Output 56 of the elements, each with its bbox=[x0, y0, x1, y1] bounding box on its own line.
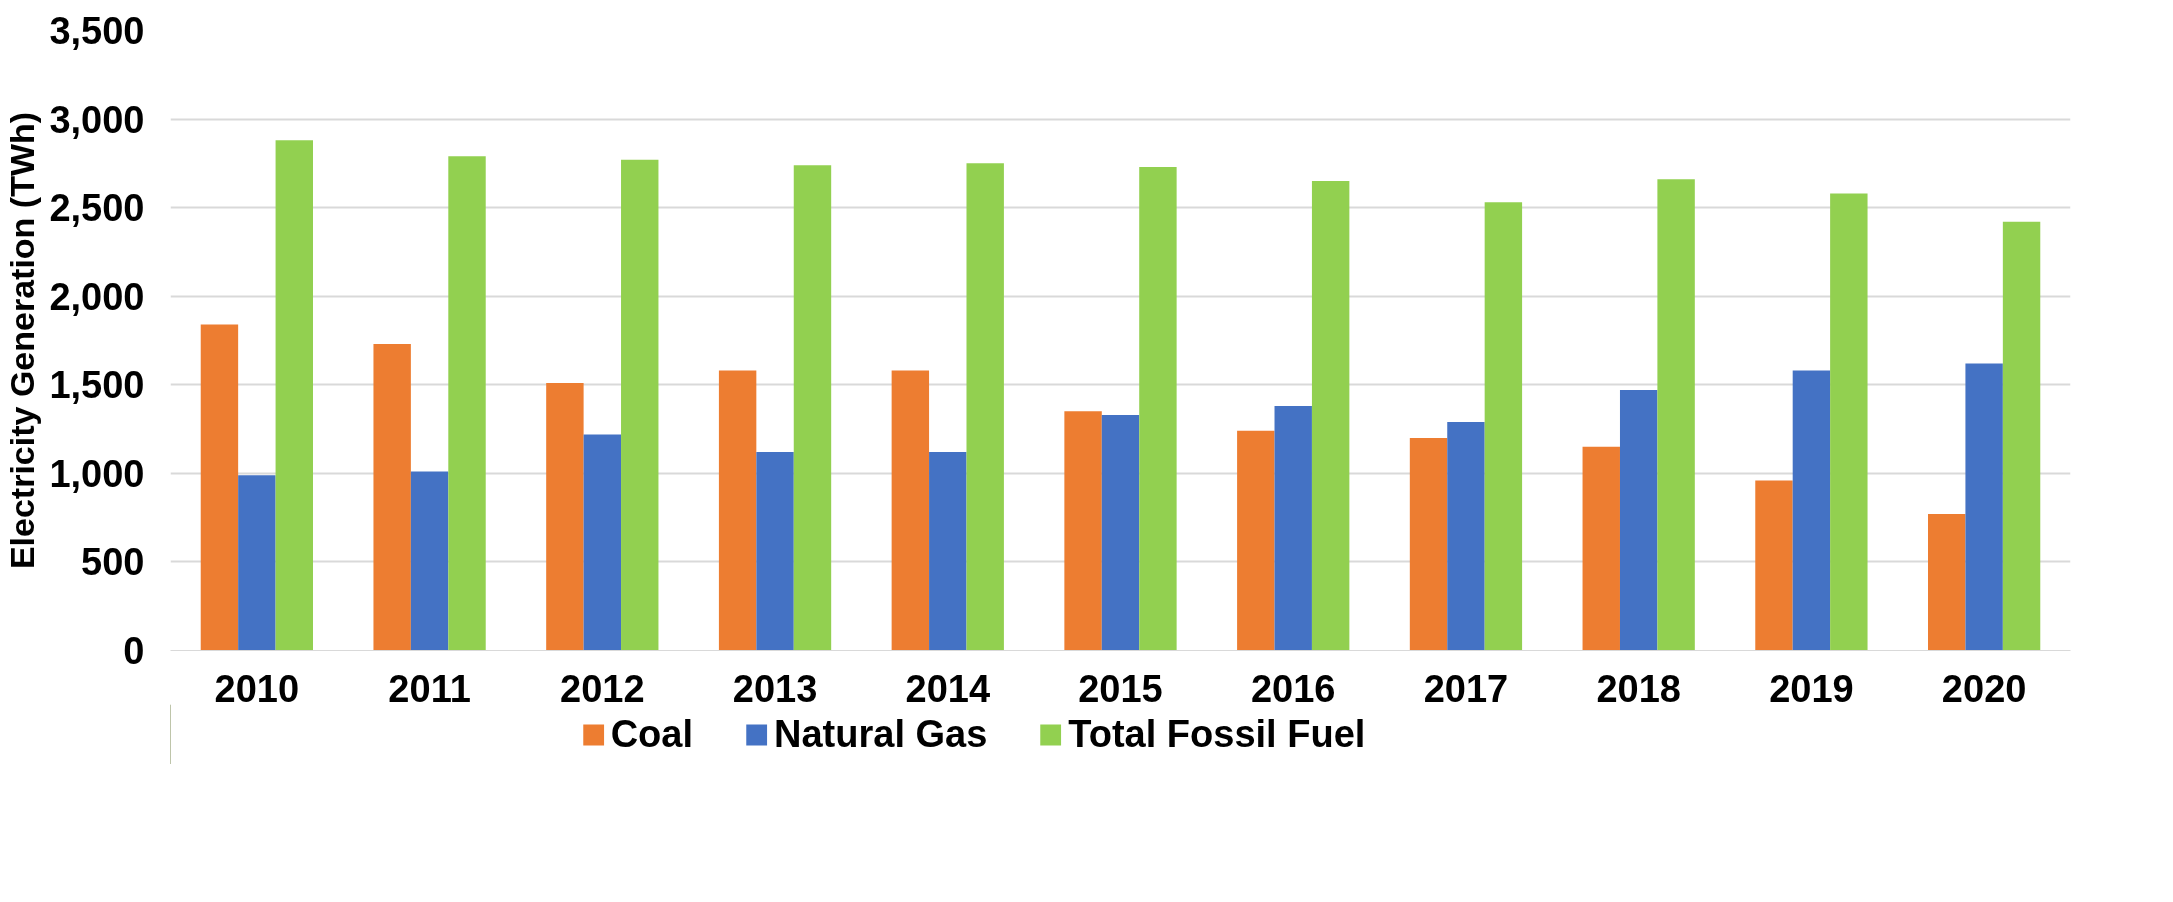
y-tick-label: 3,500 bbox=[49, 10, 145, 52]
bar bbox=[1101, 414, 1140, 651]
bar bbox=[1965, 363, 2003, 651]
x-tick-label: 2016 bbox=[1250, 667, 1336, 710]
bar bbox=[621, 159, 659, 651]
x-tick-label: 2017 bbox=[1423, 667, 1509, 710]
bar bbox=[1619, 390, 1658, 651]
y-tick-label: 2,500 bbox=[49, 187, 145, 230]
bar bbox=[1409, 437, 1448, 651]
bar bbox=[373, 344, 411, 651]
legend-label: Natural Gas bbox=[774, 712, 988, 756]
x-tick-label: 2013 bbox=[732, 667, 818, 710]
bar bbox=[1237, 430, 1275, 651]
x-tick-label: 2011 bbox=[388, 667, 471, 710]
bar bbox=[583, 434, 622, 651]
y-tick-label: 1,500 bbox=[49, 364, 145, 407]
bar bbox=[238, 475, 276, 651]
bar bbox=[546, 383, 584, 651]
y-tick-label: 500 bbox=[81, 541, 145, 584]
y-tick-label: 0 bbox=[123, 630, 145, 672]
bar bbox=[1657, 179, 1695, 651]
y-tick-label: 1,000 bbox=[49, 452, 145, 495]
bar bbox=[1484, 202, 1523, 651]
bar bbox=[966, 163, 1004, 651]
x-tick-label: 2015 bbox=[1078, 667, 1163, 710]
bar bbox=[1139, 166, 1177, 651]
bar bbox=[1447, 421, 1485, 651]
bar bbox=[1928, 514, 1966, 651]
bar bbox=[929, 452, 967, 651]
bar bbox=[891, 370, 930, 651]
bar bbox=[1274, 406, 1312, 651]
bar bbox=[1755, 480, 1793, 651]
legend-label: Total Fossil Fuel bbox=[1068, 712, 1366, 756]
bar bbox=[448, 156, 486, 651]
bar bbox=[200, 324, 239, 651]
legend-label: Coal bbox=[610, 712, 694, 756]
bar bbox=[756, 452, 794, 651]
x-tick-label: 2019 bbox=[1769, 667, 1854, 710]
y-tick-label: 3,000 bbox=[49, 98, 145, 141]
x-tick-label: 2018 bbox=[1596, 667, 1681, 710]
bar bbox=[1064, 411, 1102, 651]
y-tick-label: 2,000 bbox=[49, 275, 145, 318]
bar bbox=[1792, 370, 1831, 651]
x-tick-label: 2012 bbox=[560, 667, 645, 710]
bar bbox=[718, 370, 757, 651]
bar bbox=[1830, 193, 1868, 651]
x-tick-label: 2020 bbox=[1941, 667, 2027, 710]
bar bbox=[1582, 446, 1620, 651]
x-tick-label: 2014 bbox=[905, 667, 991, 710]
bar bbox=[410, 471, 449, 651]
bar bbox=[275, 140, 313, 651]
x-tick-label: 2010 bbox=[214, 667, 300, 710]
y-axis-title: Electricity Generation (TWh) bbox=[3, 111, 42, 570]
bar bbox=[1311, 181, 1350, 651]
bar bbox=[793, 165, 832, 651]
bar bbox=[2002, 221, 2041, 651]
